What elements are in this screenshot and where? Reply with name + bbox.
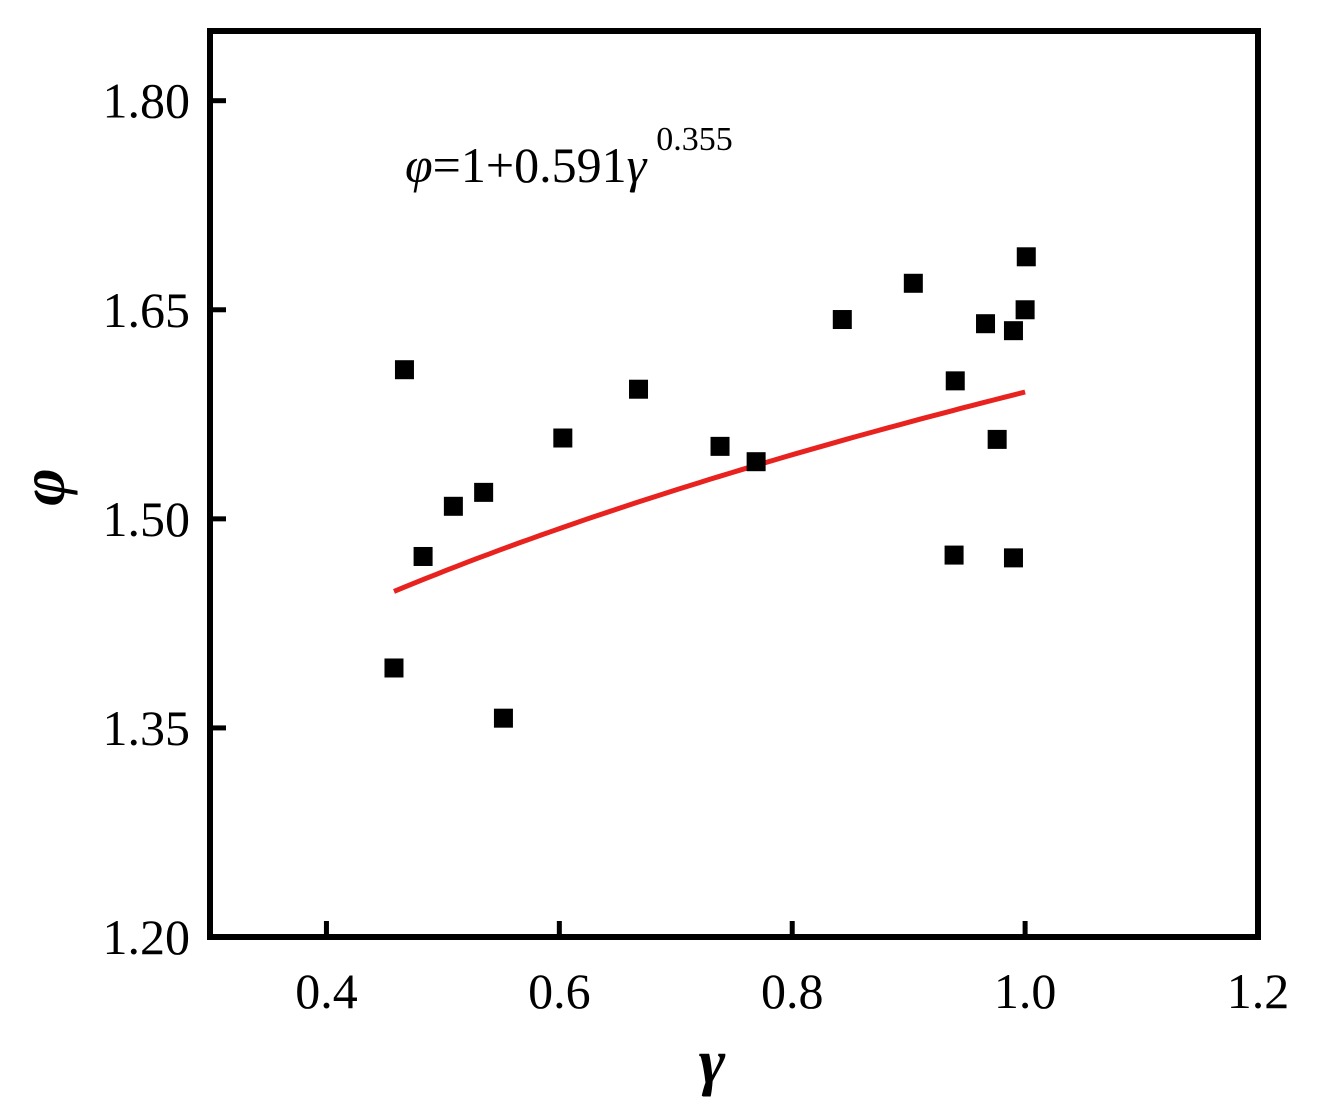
- y-axis-label: φ: [7, 468, 78, 505]
- data-point: [710, 436, 730, 456]
- equation-exponent: 0.355: [656, 121, 733, 158]
- data-point: [474, 482, 494, 502]
- data-point: [945, 371, 965, 391]
- x-tick-label: 0.4: [295, 963, 358, 1019]
- x-tick-label: 1.0: [994, 963, 1057, 1019]
- y-tick-label: 1.80: [103, 73, 191, 129]
- fit-curve-layer: [393, 389, 1026, 594]
- data-point: [394, 360, 414, 380]
- data-point: [976, 314, 996, 334]
- x-tick-label: 1.2: [1227, 963, 1290, 1019]
- y-tick-label: 1.65: [103, 282, 191, 338]
- data-point: [384, 658, 404, 678]
- data-points: [384, 247, 1036, 728]
- data-point: [1016, 247, 1036, 267]
- data-point: [629, 379, 649, 399]
- fit-curve: [393, 389, 1026, 594]
- equation-base-var: γ: [627, 137, 648, 193]
- data-point: [493, 708, 513, 728]
- data-point: [832, 310, 852, 330]
- equation-body: =1+0.591: [433, 137, 627, 193]
- equation-var: φ: [405, 137, 433, 193]
- x-tick-label: 0.6: [528, 963, 591, 1019]
- y-tick-label: 1.50: [103, 491, 191, 547]
- y-tick-label: 1.20: [103, 909, 191, 965]
- y-tick-label: 1.35: [103, 700, 191, 756]
- x-axis-label: γ: [699, 1026, 726, 1097]
- axis-ticks: 0.4 0.6 0.8 1.0 1.2 1.20 1.35 1.50 1.65 1.80: [103, 73, 1290, 1019]
- data-point: [553, 428, 573, 448]
- data-point: [413, 546, 433, 566]
- data-point: [1015, 300, 1035, 320]
- fit-equation: φ=1+0.591γ 0.355: [405, 121, 733, 193]
- data-point: [944, 545, 964, 565]
- data-point: [903, 273, 923, 293]
- data-point: [746, 452, 766, 472]
- plot-frame: [207, 28, 1261, 940]
- x-tick-label: 0.8: [761, 963, 824, 1019]
- data-point: [1003, 321, 1023, 341]
- data-point: [987, 429, 1007, 449]
- data-point: [443, 496, 463, 516]
- data-point: [1003, 548, 1023, 568]
